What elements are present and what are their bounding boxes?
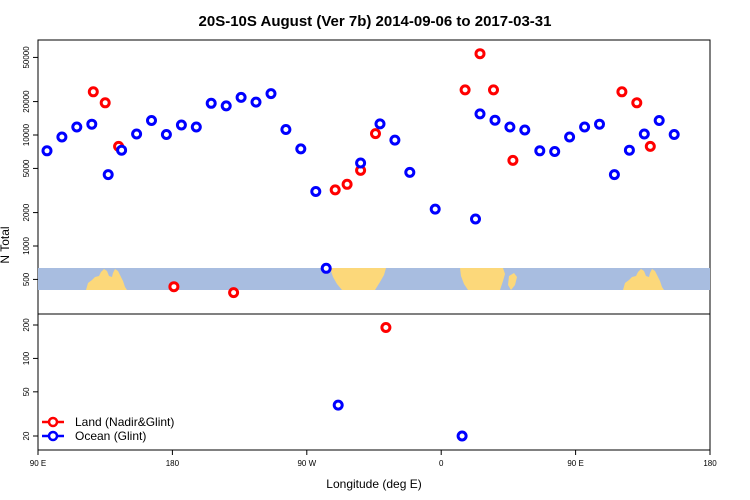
y-tick-label: 500	[22, 272, 31, 286]
ocean-point	[71, 121, 83, 133]
ocean-point	[534, 145, 546, 157]
ocean-point	[474, 108, 486, 120]
x-axis-label: Longitude (deg E)	[326, 477, 421, 491]
x-tick-label: 90 E	[567, 459, 583, 468]
axis-ticks: 90 E 180 90 W 0 90 E 180 500 1000 2000 5000 10000 2…	[22, 46, 717, 468]
legend-ocean-label: Ocean (Glint)	[75, 429, 146, 443]
map-strip	[38, 268, 710, 290]
ocean-point	[190, 121, 202, 133]
land-mass-africa	[460, 268, 505, 290]
legend-ocean-marker	[47, 430, 59, 442]
land-mass-australia-1	[86, 269, 127, 290]
ocean-point	[131, 128, 143, 140]
ocean-point	[116, 144, 128, 156]
ocean-point	[389, 134, 401, 146]
y-tick-label: 20	[22, 431, 31, 440]
land-mass-madagascar	[508, 273, 517, 290]
land-point	[631, 97, 643, 109]
ocean-point	[280, 124, 292, 135]
ocean-point	[653, 115, 665, 126]
ocean-point	[146, 115, 157, 126]
ocean-point	[429, 203, 441, 215]
ocean-point	[519, 124, 531, 136]
ocean-point	[56, 131, 68, 143]
y-tick-label: 50000	[22, 46, 31, 69]
y-tick-label: 5000	[22, 159, 31, 177]
ocean-point	[404, 166, 416, 178]
land-point	[616, 86, 628, 98]
land-mass-australia-2	[623, 269, 664, 290]
land-point	[168, 281, 180, 293]
ocean-point	[608, 169, 620, 181]
land-point	[488, 84, 499, 96]
ocean-point	[549, 146, 561, 157]
ocean-point	[220, 100, 232, 112]
ocean-point	[102, 169, 114, 181]
x-tick-label: 90 W	[297, 459, 316, 468]
y-tick-label: 20000	[22, 90, 31, 113]
x-tick-label: 90 E	[30, 459, 46, 468]
ocean-point	[638, 128, 650, 140]
plot-frame	[37, 39, 711, 451]
ocean-point	[235, 91, 247, 103]
ocean-point	[295, 143, 307, 155]
ocean-point	[470, 213, 481, 225]
ocean-point	[504, 121, 516, 133]
data-points	[41, 48, 680, 442]
ocean-point	[355, 157, 367, 169]
y-axis-label: N Total	[0, 226, 12, 263]
ocean-point	[594, 118, 605, 130]
y-tick-label: 100	[22, 351, 31, 365]
y-tick-label: 200	[22, 318, 31, 332]
ocean-point	[160, 129, 172, 140]
land-point	[474, 48, 486, 60]
legend-land-label: Land (Nadir&Glint)	[75, 415, 174, 429]
ocean-point	[320, 262, 332, 274]
x-tick-label: 0	[439, 459, 444, 468]
y-tick-label: 1000	[22, 237, 31, 255]
legend: Land (Nadir&Glint) Ocean (Glint)	[42, 415, 174, 443]
x-tick-label: 180	[166, 459, 180, 468]
land-point	[99, 97, 111, 109]
ocean-point	[41, 145, 53, 157]
x-tick-label: 180	[703, 459, 717, 468]
y-tick-label: 10000	[22, 123, 31, 146]
ocean-point	[250, 96, 262, 108]
ocean-point	[564, 131, 576, 143]
land-point	[644, 140, 656, 152]
ocean-point	[265, 88, 277, 100]
legend-land-marker	[47, 416, 59, 428]
land-point	[329, 184, 341, 196]
land-mass-south-america	[330, 268, 386, 290]
land-point	[507, 154, 519, 166]
ocean-point	[579, 121, 591, 133]
land-point	[228, 287, 240, 299]
ocean-point	[623, 144, 635, 156]
ocean-point	[86, 118, 98, 130]
ocean-point	[332, 399, 344, 411]
ocean-point	[456, 430, 468, 442]
ocean-point	[374, 118, 386, 130]
land-point	[87, 86, 99, 98]
ocean-point	[175, 119, 187, 131]
y-tick-label: 2000	[22, 203, 31, 221]
chart-title: 20S-10S August (Ver 7b) 2014-09-06 to 20…	[199, 13, 552, 30]
ocean-point	[489, 114, 501, 126]
land-point	[459, 84, 471, 96]
ocean-point	[205, 97, 217, 109]
y-tick-label: 50	[22, 387, 31, 396]
land-point	[370, 128, 381, 140]
ocean-point	[310, 186, 322, 197]
ocean-point	[668, 129, 680, 140]
land-point	[380, 322, 392, 333]
land-point	[341, 178, 353, 190]
